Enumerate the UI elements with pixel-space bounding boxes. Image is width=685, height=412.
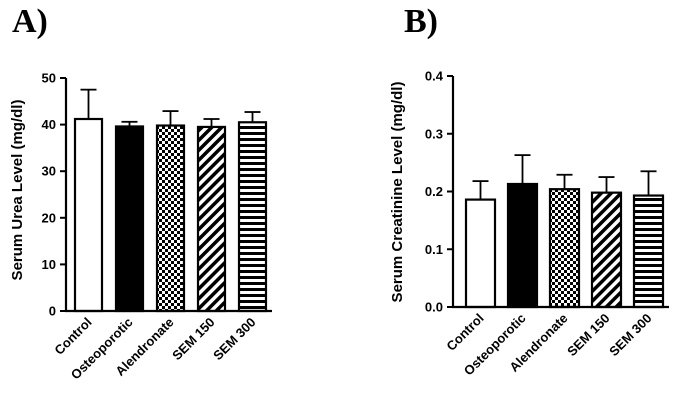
y-axis-label: Serum Creatinine Level (mg/dl) xyxy=(389,82,406,303)
error-bars-group xyxy=(472,154,657,200)
x-tick-label: SEM 150 xyxy=(169,315,217,363)
y-tick-label: 10 xyxy=(42,257,56,272)
y-tick-label: 40 xyxy=(42,117,56,132)
axes-group xyxy=(64,78,272,313)
bar-alendronate xyxy=(548,188,581,309)
x-tick-label: SEM 300 xyxy=(606,311,654,359)
y-tick-label: 0.2 xyxy=(425,184,443,199)
y-ticks-group: 0.0 0.1 0.2 0.3 0.4 xyxy=(425,69,453,315)
bars-group xyxy=(464,182,665,309)
bar-sem-150 xyxy=(590,191,623,309)
error-bars-group xyxy=(80,88,261,127)
bar-osteoporotic xyxy=(506,182,539,309)
y-tick-label: 0 xyxy=(49,304,56,319)
panel-a: A) Serum Urea Level (mg/dl) 01020304050 … xyxy=(9,3,272,382)
y-tick-label: 20 xyxy=(42,210,56,225)
bar-sem-300 xyxy=(632,194,665,309)
bar-control xyxy=(73,117,104,313)
bar-alendronate xyxy=(155,124,186,313)
y-tick-label: 0.3 xyxy=(425,126,443,141)
bar-osteoporotic xyxy=(114,125,145,313)
y-tick-label: 30 xyxy=(42,164,56,179)
y-ticks-group: 0 10 20 30 40 50 xyxy=(42,71,66,319)
bar-sem-150 xyxy=(196,125,227,313)
bars-group xyxy=(73,117,268,313)
x-tick-label: SEM 150 xyxy=(564,311,612,359)
y-tick-label: 0.1 xyxy=(425,242,443,257)
y-axis-label: Serum Urea Level (mg/dl) xyxy=(9,100,26,281)
panel-label: B) xyxy=(404,3,438,40)
panel-label: A) xyxy=(12,3,48,40)
y-tick-label: 0.4 xyxy=(425,69,444,84)
bar-control xyxy=(464,198,497,309)
panel-b: B) Serum Creatinine Level (mg/dl) 0.0 0.1… xyxy=(389,3,669,378)
y-tick-label: 50 xyxy=(42,71,56,86)
y-tick-label: 0.0 xyxy=(425,300,443,315)
bar-sem-300 xyxy=(237,121,268,313)
x-tick-label: SEM 300 xyxy=(210,315,258,363)
